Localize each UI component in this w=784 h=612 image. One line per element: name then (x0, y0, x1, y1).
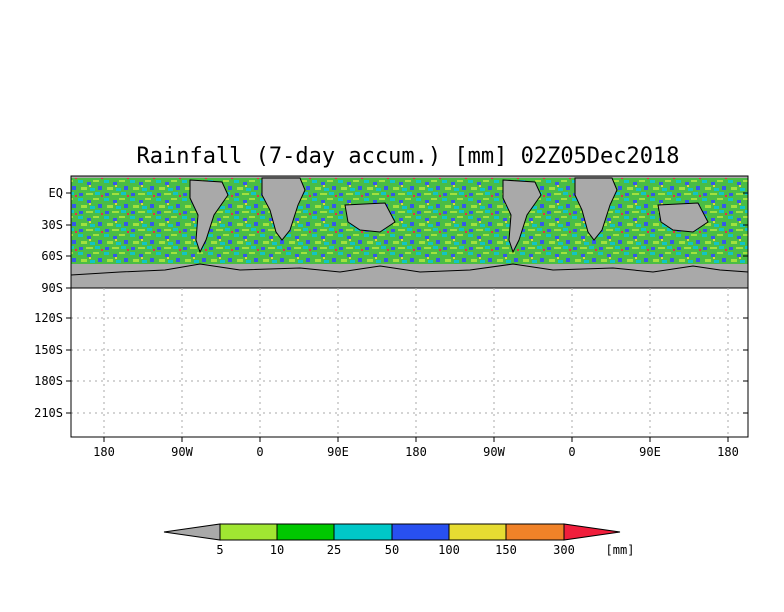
colorbar-swatch (391, 523, 450, 541)
grid-lines (71, 288, 748, 437)
colorbar-label: 300 (553, 543, 575, 557)
map-title: Rainfall (7-day accum.) [mm] 02Z05Dec201… (136, 144, 679, 169)
colorbar-swatch (505, 523, 565, 541)
colorbar-swatch (333, 523, 393, 541)
lon-label: 180 (405, 445, 427, 459)
lon-label: 180 (717, 445, 739, 459)
colorbar-swatch (219, 523, 278, 541)
lat-labels: EQ 30S 60S 90S 120S 150S 180S 210S (34, 186, 63, 420)
lon-label: 90E (639, 445, 661, 459)
colorbar-label: 25 (327, 543, 341, 557)
rain-field (70, 176, 749, 289)
lat-label: 120S (34, 311, 63, 325)
lon-label: 180 (93, 445, 115, 459)
colorbar-units: [mm] (606, 543, 635, 557)
colorbar: 5 10 25 50 100 150 300 [mm] (163, 523, 635, 557)
lat-label: 90S (41, 281, 63, 295)
lat-label: 150S (34, 343, 63, 357)
plot-frame (70, 175, 749, 438)
colorbar-swatch (448, 523, 507, 541)
lon-labels: 180 90W 0 90E 180 90W 0 90E 180 (93, 445, 739, 459)
lat-label: 180S (34, 374, 63, 388)
colorbar-label: 10 (270, 543, 284, 557)
colorbar-label: 150 (495, 543, 517, 557)
lat-label: EQ (49, 186, 63, 200)
lat-label: 210S (34, 406, 63, 420)
lon-label: 90W (483, 445, 505, 459)
lon-label: 90E (327, 445, 349, 459)
lat-axis (66, 192, 748, 414)
colorbar-label: 100 (438, 543, 460, 557)
colorbar-label: 50 (385, 543, 399, 557)
colorbar-low-arrow (163, 523, 221, 541)
colorbar-high-arrow (563, 523, 621, 541)
colorbar-swatch (276, 523, 335, 541)
colorbar-label: 5 (216, 543, 223, 557)
lat-label: 30S (41, 218, 63, 232)
lon-label: 0 (256, 445, 263, 459)
lat-label: 60S (41, 249, 63, 263)
lon-label: 0 (568, 445, 575, 459)
lon-label: 90W (171, 445, 193, 459)
lon-axis (103, 437, 729, 442)
